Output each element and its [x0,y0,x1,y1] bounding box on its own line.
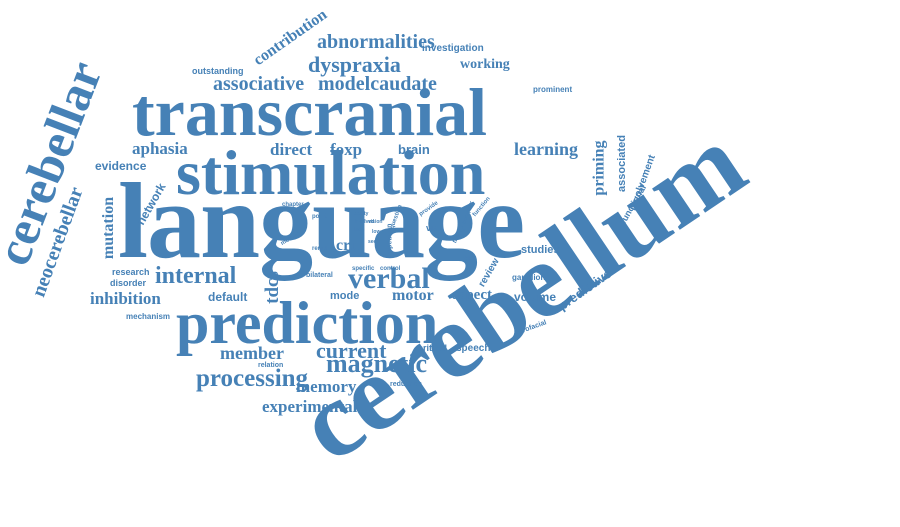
word-tdcs: tdcs [261,271,283,304]
word-remain: remain [312,246,332,252]
word-control: control [380,266,401,272]
word-memory: memory [296,377,357,396]
word-learning: learning [514,139,579,159]
word-stimulation: stimulation [176,137,486,208]
word-cru: cru [336,237,360,254]
word-magnetic: magnetic [326,349,428,378]
word-mechanism: mechanism [126,312,171,321]
word-brain: brain [398,142,430,157]
word-volume: volume [514,290,557,304]
word-mode: mode [330,290,360,302]
word-language: language [118,162,525,281]
word-reduction: reduction [390,381,422,388]
word-current: current [316,338,387,363]
word-via: via [426,223,439,233]
word-associative: associative [213,73,305,95]
word-verbal: verbal [348,262,430,295]
word-evidence: evidence [95,159,147,173]
word-see: see [368,239,377,245]
word-outstanding: outstanding [192,66,244,76]
word-investigation: investigation [422,43,484,54]
word-role: role [462,256,474,262]
word-specific: specific [352,266,375,272]
word-chapter: chapter [282,202,304,208]
word-ability: ability [354,211,369,217]
word-foxp: foxp [330,140,363,159]
word-prediction: prediction [176,290,439,356]
word-point: point [312,214,327,220]
word-research: research [112,267,150,277]
word-modelcaudate: modelcaudate [318,73,437,95]
word-low: low [372,229,381,235]
word-ganglion: ganglion [512,273,546,282]
word-critical: critical [418,343,448,353]
word-priming: priming [590,140,608,196]
word-internal: internal [155,263,237,289]
word-involved: involved [354,219,375,225]
word-direct: direct [270,140,313,159]
word-associated: associated [615,135,628,192]
word-processing: processing [196,365,309,392]
word-transcranial: transcranial [132,74,488,150]
word-studies: studies [521,244,560,256]
word-dyspraxia: dyspraxia [308,52,401,77]
word-speech: speech [456,343,491,354]
word-default: default [208,290,248,304]
word-loop: loop [354,227,365,233]
word-aphasia: aphasia [132,139,188,158]
word-disorder: disorder [110,278,147,288]
word-abnormalities: abnormalities [317,31,435,53]
word-mutation: mutation [100,196,118,260]
word-prominent: prominent [533,85,573,94]
word-member: member [220,343,284,363]
word-bilateral: bilateral [306,272,333,279]
word-motor: motor [392,287,434,304]
word-relation: relation [258,362,284,369]
word-aspect: aspect [452,287,492,303]
word-working: working [460,57,510,72]
word-experimental: experimental [262,397,358,416]
word-inhibition: inhibition [90,289,161,308]
word-vision: vision [368,219,383,225]
